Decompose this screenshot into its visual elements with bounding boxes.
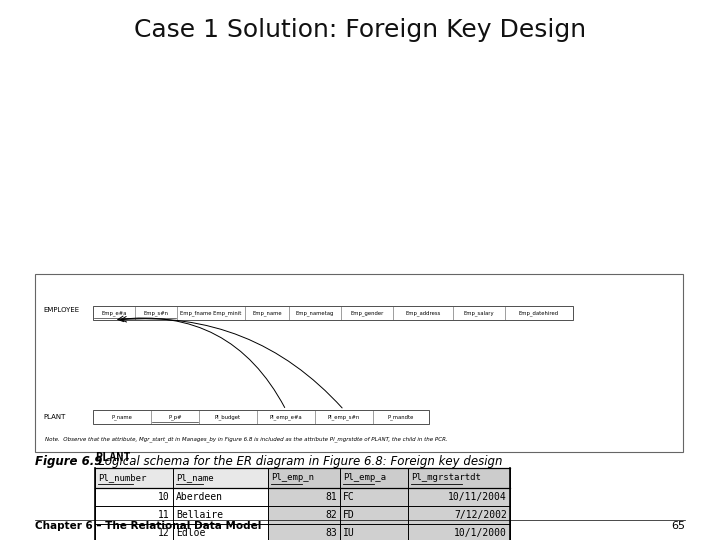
Text: 7/12/2002: 7/12/2002 xyxy=(454,510,507,520)
Text: 10/11/2004: 10/11/2004 xyxy=(449,492,507,502)
Text: PLANT: PLANT xyxy=(43,414,66,420)
Text: FD: FD xyxy=(343,510,355,520)
Bar xyxy=(95,524,173,540)
Text: Figure 6.9: Figure 6.9 xyxy=(35,455,102,468)
Text: Pl_emp_a: Pl_emp_a xyxy=(343,474,386,483)
Text: 81: 81 xyxy=(325,492,337,502)
Bar xyxy=(268,468,340,488)
Text: 65: 65 xyxy=(671,521,685,531)
Text: Bellaire: Bellaire xyxy=(176,510,223,520)
Text: P_name: P_name xyxy=(112,414,132,420)
Bar xyxy=(173,524,268,540)
Text: Note.  Observe that the attribute, Mgr_start_dt in Manages_by in Figure 6.8 is i: Note. Observe that the attribute, Mgr_st… xyxy=(45,436,448,442)
Text: Emp_salary: Emp_salary xyxy=(464,310,495,316)
Text: 83: 83 xyxy=(325,528,337,538)
Text: IU: IU xyxy=(343,528,355,538)
Text: 12: 12 xyxy=(158,528,170,538)
Bar xyxy=(173,488,268,506)
Bar xyxy=(340,524,408,540)
Text: Pl_mgrstartdt: Pl_mgrstartdt xyxy=(411,474,481,483)
Text: Emp_name: Emp_name xyxy=(252,310,282,316)
Bar xyxy=(95,468,173,488)
Text: Emp_nametag: Emp_nametag xyxy=(296,310,334,316)
Bar xyxy=(95,488,173,506)
Bar xyxy=(268,524,340,540)
Text: PLANT: PLANT xyxy=(95,451,130,464)
Bar xyxy=(268,506,340,524)
Text: 10: 10 xyxy=(158,492,170,502)
Bar xyxy=(173,506,268,524)
Text: 10/1/2000: 10/1/2000 xyxy=(454,528,507,538)
Text: Emp_e#a: Emp_e#a xyxy=(102,310,127,316)
Text: Emp_datehired: Emp_datehired xyxy=(519,310,559,316)
Text: P_p#: P_p# xyxy=(168,414,181,420)
Text: Aberdeen: Aberdeen xyxy=(176,492,223,502)
Text: FC: FC xyxy=(343,492,355,502)
Text: Emp_address: Emp_address xyxy=(405,310,441,316)
Text: Logical schema for the ER diagram in Figure 6.8: Foreign key design: Logical schema for the ER diagram in Fig… xyxy=(87,455,503,468)
Bar xyxy=(173,468,268,488)
Bar xyxy=(35,274,683,452)
Bar xyxy=(408,488,510,506)
Bar xyxy=(268,488,340,506)
Bar xyxy=(93,410,429,424)
Bar xyxy=(340,506,408,524)
Text: Pl_emp_s#n: Pl_emp_s#n xyxy=(328,414,360,420)
Bar xyxy=(95,506,173,524)
Text: EMPLOYEE: EMPLOYEE xyxy=(43,307,79,313)
Bar xyxy=(340,488,408,506)
Bar xyxy=(340,468,408,488)
Text: Pl_emp_e#a: Pl_emp_e#a xyxy=(270,414,302,420)
Text: Edloe: Edloe xyxy=(176,528,205,538)
Text: Case 1 Solution: Foreign Key Design: Case 1 Solution: Foreign Key Design xyxy=(134,18,586,42)
Text: Pl_number: Pl_number xyxy=(98,474,146,483)
Text: Pl_name: Pl_name xyxy=(176,474,214,483)
Text: 11: 11 xyxy=(158,510,170,520)
Text: Emp_fname Emp_minit: Emp_fname Emp_minit xyxy=(180,310,242,316)
Bar xyxy=(93,306,573,320)
Text: Emp_gender: Emp_gender xyxy=(351,310,384,316)
Text: P_mandte: P_mandte xyxy=(388,414,414,420)
Text: Chapter 6 – The Relational Data Model: Chapter 6 – The Relational Data Model xyxy=(35,521,261,531)
Text: Emp_s#n: Emp_s#n xyxy=(143,310,168,316)
Text: Pl_budget: Pl_budget xyxy=(215,414,241,420)
Bar xyxy=(408,468,510,488)
Text: Pl_emp_n: Pl_emp_n xyxy=(271,474,314,483)
Bar xyxy=(408,506,510,524)
Bar xyxy=(408,524,510,540)
Text: 82: 82 xyxy=(325,510,337,520)
